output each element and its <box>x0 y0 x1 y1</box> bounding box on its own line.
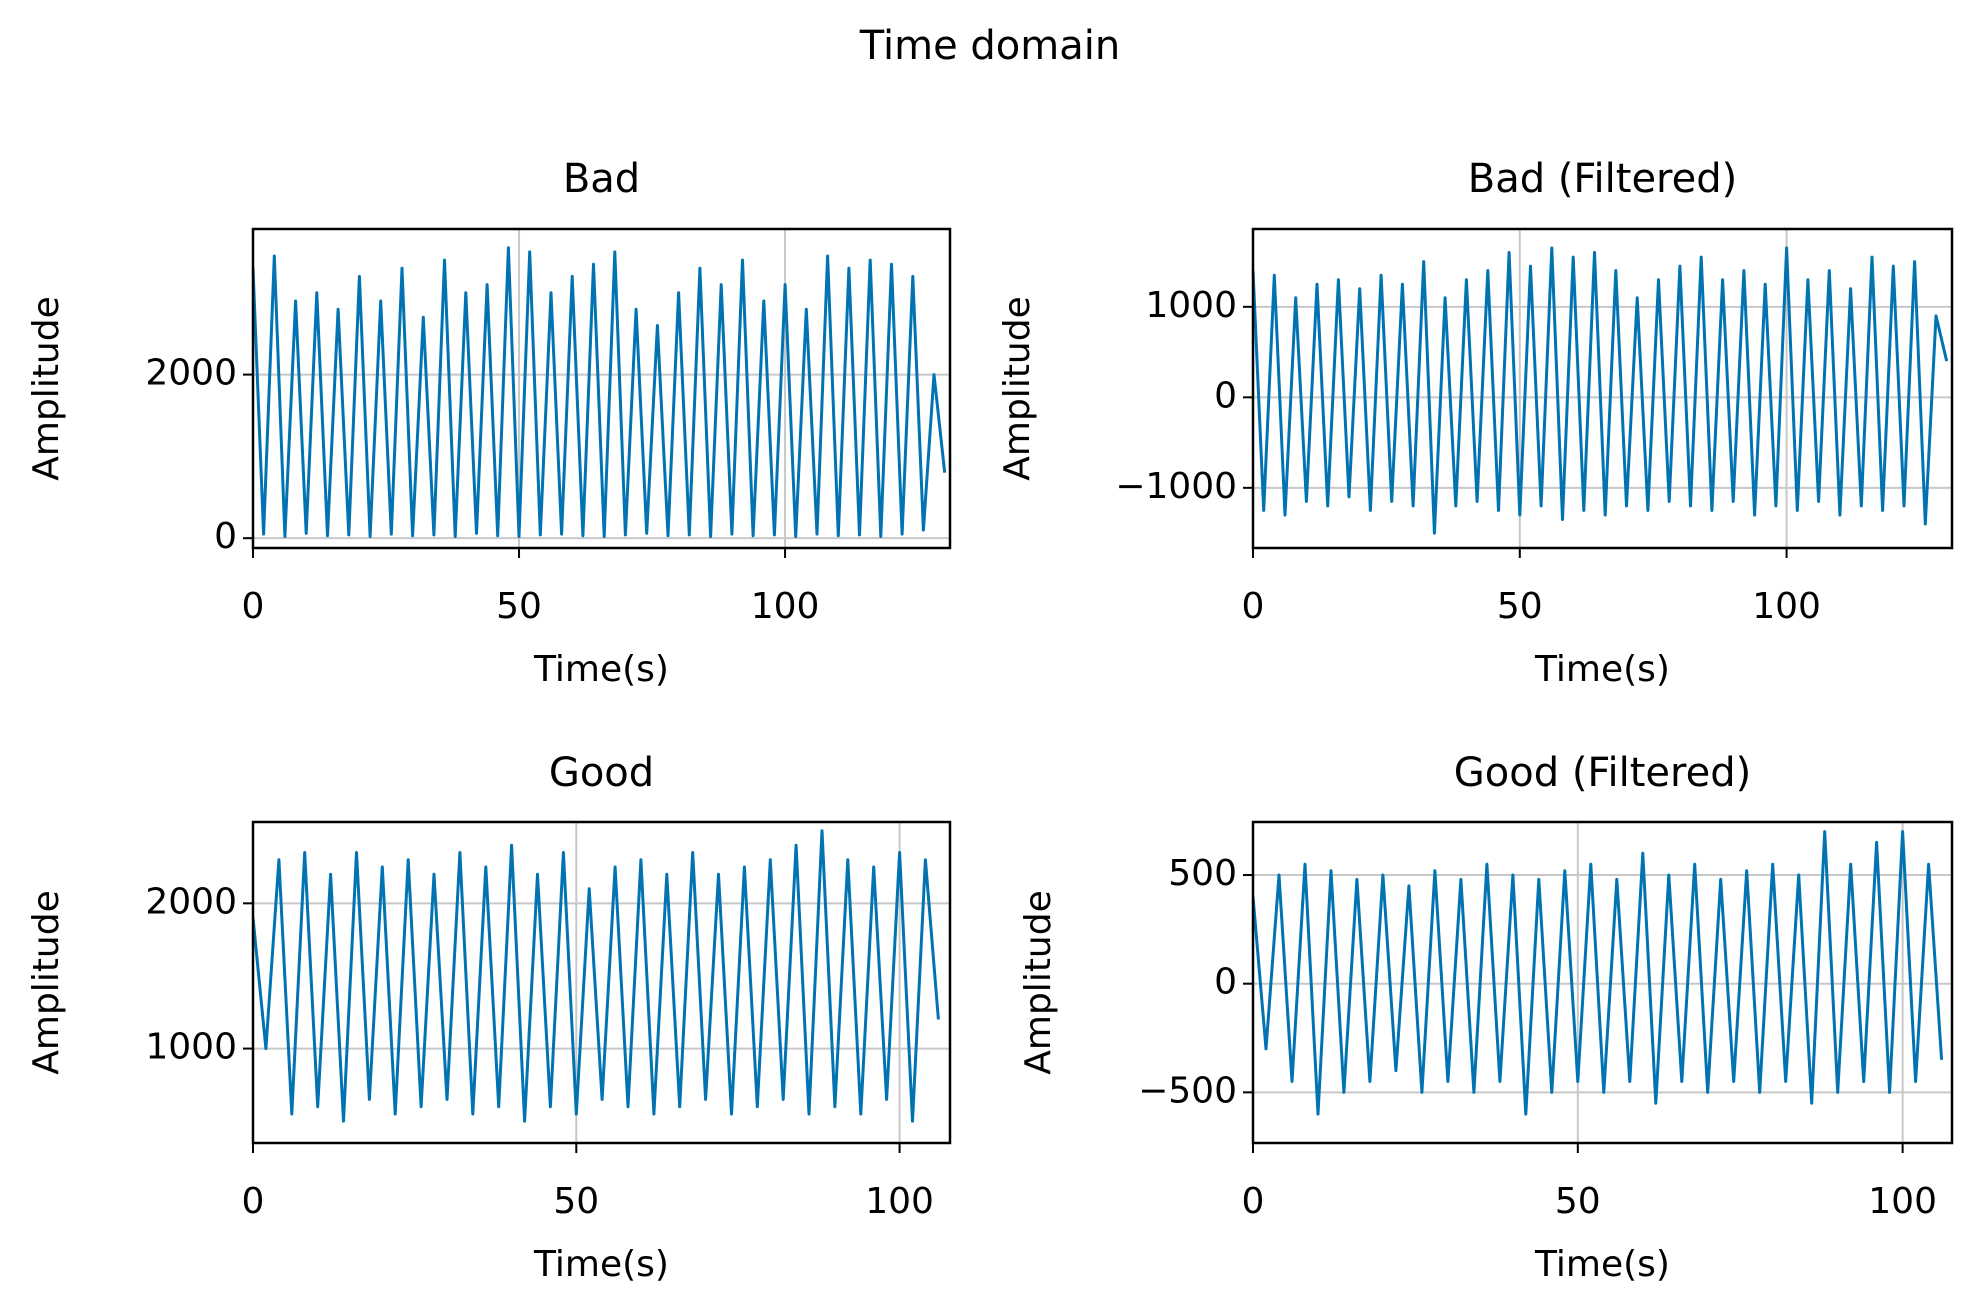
x-tick-label: 100 <box>1868 1181 1937 1222</box>
x-tick-label: 100 <box>751 586 820 627</box>
axes-frame <box>1251 820 1954 1145</box>
subplot-title: Bad <box>563 156 640 202</box>
signal-line <box>1253 246 1949 535</box>
y-axis-label: Amplitude <box>26 890 67 1074</box>
x-tick-label: 0 <box>1242 586 1265 627</box>
x-tick-label: 100 <box>865 1181 934 1222</box>
y-axis-label: Amplitude <box>997 296 1038 480</box>
axes-frame <box>1251 227 1954 550</box>
y-tick-label: −1000 <box>1115 466 1237 507</box>
x-tick-label: 50 <box>1497 586 1543 627</box>
y-tick-label: 1000 <box>145 1027 237 1068</box>
subplot-title: Good <box>549 750 654 796</box>
subplot-title: Good (Filtered) <box>1454 750 1751 796</box>
x-axis-label: Time(s) <box>1534 1244 1670 1285</box>
x-tick-label: 0 <box>1242 1181 1265 1222</box>
x-tick-label: 0 <box>242 1181 265 1222</box>
x-axis-label: Time(s) <box>533 1244 669 1285</box>
y-tick-label: 2000 <box>145 353 237 394</box>
x-tick-label: 100 <box>1752 586 1821 627</box>
signal-line <box>1253 830 1944 1116</box>
x-tick-label: 50 <box>1555 1181 1601 1222</box>
y-tick-label: 0 <box>214 516 237 557</box>
x-axis-label: Time(s) <box>533 649 669 690</box>
y-tick-label: 1000 <box>1145 285 1237 326</box>
x-tick-label: 0 <box>242 586 265 627</box>
y-tick-label: −500 <box>1138 1070 1237 1111</box>
axes-frame <box>251 820 952 1145</box>
y-tick-label: 0 <box>1214 375 1237 416</box>
subplot-title: Bad (Filtered) <box>1468 156 1737 202</box>
y-axis-label: Amplitude <box>26 296 67 480</box>
figure-title: Time domain <box>859 23 1120 69</box>
y-tick-label: 2000 <box>145 881 237 922</box>
signal-line <box>253 829 940 1123</box>
y-axis-label: Amplitude <box>1018 890 1059 1074</box>
y-tick-label: 500 <box>1168 853 1237 894</box>
x-tick-label: 50 <box>553 1181 599 1222</box>
x-axis-label: Time(s) <box>1534 649 1670 690</box>
x-tick-label: 50 <box>496 586 542 627</box>
y-tick-label: 0 <box>1214 962 1237 1003</box>
axes-frame <box>251 227 952 550</box>
signal-line <box>253 246 947 538</box>
